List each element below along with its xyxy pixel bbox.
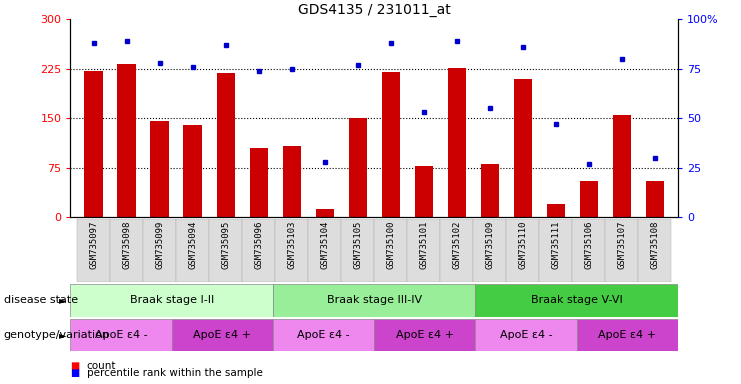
Bar bbox=[250, 148, 268, 217]
Bar bbox=[374, 319, 476, 351]
Text: GSM735102: GSM735102 bbox=[452, 221, 461, 269]
Bar bbox=[605, 219, 639, 282]
Text: GSM735099: GSM735099 bbox=[155, 221, 164, 269]
Bar bbox=[150, 121, 169, 217]
Text: percentile rank within the sample: percentile rank within the sample bbox=[87, 368, 262, 378]
Bar bbox=[282, 146, 301, 217]
Bar bbox=[77, 219, 110, 282]
Title: GDS4135 / 231011_at: GDS4135 / 231011_at bbox=[298, 3, 451, 17]
Bar bbox=[84, 71, 102, 217]
Text: GSM735104: GSM735104 bbox=[320, 221, 329, 269]
Bar bbox=[646, 181, 664, 217]
Text: ApoE ε4 -: ApoE ε4 - bbox=[95, 330, 147, 340]
Bar bbox=[579, 181, 598, 217]
Bar bbox=[572, 219, 605, 282]
Bar bbox=[242, 219, 275, 282]
Text: ■: ■ bbox=[70, 361, 79, 371]
Bar bbox=[382, 72, 400, 217]
Text: ►: ► bbox=[59, 330, 67, 340]
Bar bbox=[476, 284, 678, 317]
Bar bbox=[374, 219, 408, 282]
Text: GSM735110: GSM735110 bbox=[518, 221, 528, 269]
Bar bbox=[639, 219, 671, 282]
Bar bbox=[118, 64, 136, 217]
Text: ApoE ε4 +: ApoE ε4 + bbox=[599, 330, 657, 340]
Bar bbox=[613, 115, 631, 217]
Bar bbox=[184, 125, 202, 217]
Text: ApoE ε4 -: ApoE ε4 - bbox=[297, 330, 350, 340]
Text: disease state: disease state bbox=[4, 295, 78, 306]
Bar bbox=[308, 219, 341, 282]
Text: GSM735101: GSM735101 bbox=[419, 221, 428, 269]
Text: ApoE ε4 -: ApoE ε4 - bbox=[499, 330, 553, 340]
Bar bbox=[547, 204, 565, 217]
Bar bbox=[143, 219, 176, 282]
Bar bbox=[476, 319, 576, 351]
Bar bbox=[216, 73, 235, 217]
Text: GSM735105: GSM735105 bbox=[353, 221, 362, 269]
Bar bbox=[576, 319, 678, 351]
Text: GSM735103: GSM735103 bbox=[288, 221, 296, 269]
Bar bbox=[70, 319, 172, 351]
Text: GSM735097: GSM735097 bbox=[89, 221, 98, 269]
Text: GSM735098: GSM735098 bbox=[122, 221, 131, 269]
Bar bbox=[209, 219, 242, 282]
Bar bbox=[440, 219, 473, 282]
Bar bbox=[539, 219, 572, 282]
Bar bbox=[448, 68, 466, 217]
Bar bbox=[514, 79, 532, 217]
Text: GSM735094: GSM735094 bbox=[188, 221, 197, 269]
Text: Braak stage V-VI: Braak stage V-VI bbox=[531, 295, 622, 306]
Bar bbox=[408, 219, 440, 282]
Bar bbox=[473, 219, 506, 282]
Text: genotype/variation: genotype/variation bbox=[4, 330, 110, 340]
Bar bbox=[275, 219, 308, 282]
Text: GSM735096: GSM735096 bbox=[254, 221, 263, 269]
Text: GSM735111: GSM735111 bbox=[551, 221, 560, 269]
Text: Braak stage I-II: Braak stage I-II bbox=[130, 295, 214, 306]
Text: ►: ► bbox=[59, 295, 67, 306]
Bar bbox=[341, 219, 374, 282]
Bar bbox=[415, 166, 433, 217]
Text: ApoE ε4 +: ApoE ε4 + bbox=[396, 330, 453, 340]
Text: GSM735107: GSM735107 bbox=[617, 221, 626, 269]
Bar bbox=[110, 219, 143, 282]
Text: GSM735109: GSM735109 bbox=[485, 221, 494, 269]
Bar bbox=[172, 319, 273, 351]
Bar bbox=[506, 219, 539, 282]
Text: GSM735100: GSM735100 bbox=[386, 221, 395, 269]
Text: GSM735095: GSM735095 bbox=[221, 221, 230, 269]
Text: ApoE ε4 +: ApoE ε4 + bbox=[193, 330, 251, 340]
Bar bbox=[348, 118, 367, 217]
Text: count: count bbox=[87, 361, 116, 371]
Bar bbox=[316, 209, 333, 217]
Bar bbox=[273, 319, 374, 351]
Text: GSM735108: GSM735108 bbox=[651, 221, 659, 269]
Text: Braak stage III-IV: Braak stage III-IV bbox=[327, 295, 422, 306]
Text: GSM735106: GSM735106 bbox=[585, 221, 594, 269]
Bar bbox=[481, 164, 499, 217]
Bar bbox=[70, 284, 273, 317]
Bar bbox=[176, 219, 209, 282]
Text: ■: ■ bbox=[70, 368, 79, 378]
Bar bbox=[273, 284, 476, 317]
